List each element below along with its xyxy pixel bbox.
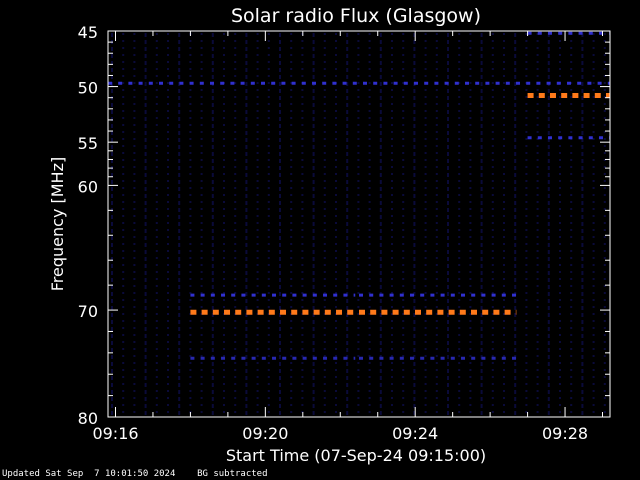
y-tick-label: 60 — [78, 177, 98, 196]
y-tick-label: 50 — [78, 79, 98, 98]
bg-subtracted-note: BG subtracted — [197, 469, 268, 479]
x-axis-label: Start Time (07-Sep-24 09:15:00) — [226, 446, 486, 465]
noise-streaks — [111, 33, 606, 415]
x-tick-label: 09:20 — [242, 424, 288, 443]
y-tick-label: 70 — [78, 302, 98, 321]
y-axis-label: Frequency [MHz] — [48, 157, 67, 291]
x-tick-label: 09:28 — [542, 424, 588, 443]
signal-bands — [108, 31, 610, 360]
updated-timestamp: Updated Sat Sep 7 10:01:50 2024 — [2, 469, 176, 479]
x-tick-label: 09:24 — [392, 424, 438, 443]
x-tick-label: 09:16 — [92, 424, 138, 443]
y-tick-label: 80 — [78, 409, 98, 428]
plot-frame — [107, 30, 611, 418]
footer: Updated Sat Sep 7 10:01:50 2024 BG subtr… — [2, 469, 268, 479]
chart-title: Solar radio Flux (Glasgow) — [231, 5, 481, 27]
y-tick-label: 45 — [78, 23, 98, 42]
y-tick-label: 55 — [78, 134, 98, 153]
